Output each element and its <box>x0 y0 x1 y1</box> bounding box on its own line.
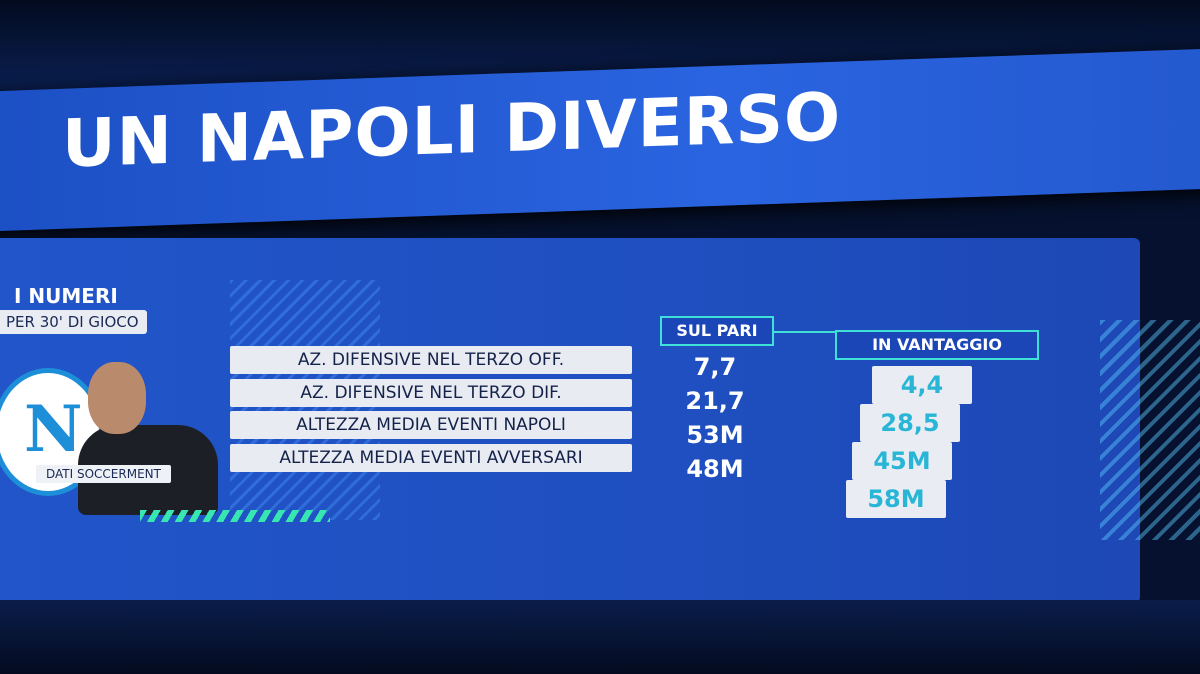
studio-floor <box>0 600 1200 674</box>
row-label: ALTEZZA MEDIA EVENTI AVVERSARI <box>230 443 632 472</box>
value-in-vantaggio: 58M <box>846 480 946 518</box>
panel-heading: I NUMERI <box>14 284 118 308</box>
value-sul-pari: 53M <box>686 421 744 449</box>
value-in-vantaggio: 4,4 <box>872 366 972 404</box>
panel-subheading: PER 30' DI GIOCO <box>0 310 147 334</box>
coach-photo <box>88 362 146 434</box>
column-header: IN VANTAGGIO <box>835 330 1039 360</box>
value-sul-pari: 7,7 <box>693 353 737 381</box>
decoration <box>140 510 330 522</box>
source: DATI SOCCERMENT <box>36 465 171 483</box>
decoration <box>1100 320 1200 540</box>
value-sul-pari: 21,7 <box>685 387 745 415</box>
value-in-vantaggio: 28,5 <box>860 404 960 442</box>
value-in-vantaggio: 45M <box>852 442 952 480</box>
row-label: ALTEZZA MEDIA EVENTI NAPOLI <box>230 411 632 439</box>
column-header: SUL PARI <box>660 316 774 346</box>
connector <box>772 331 836 333</box>
row-label: AZ. DIFENSIVE NEL TERZO OFF. <box>230 346 632 374</box>
logo-letter: N <box>24 392 83 467</box>
value-sul-pari: 48M <box>686 455 744 483</box>
row-label: AZ. DIFENSIVE NEL TERZO DIF. <box>230 378 632 407</box>
